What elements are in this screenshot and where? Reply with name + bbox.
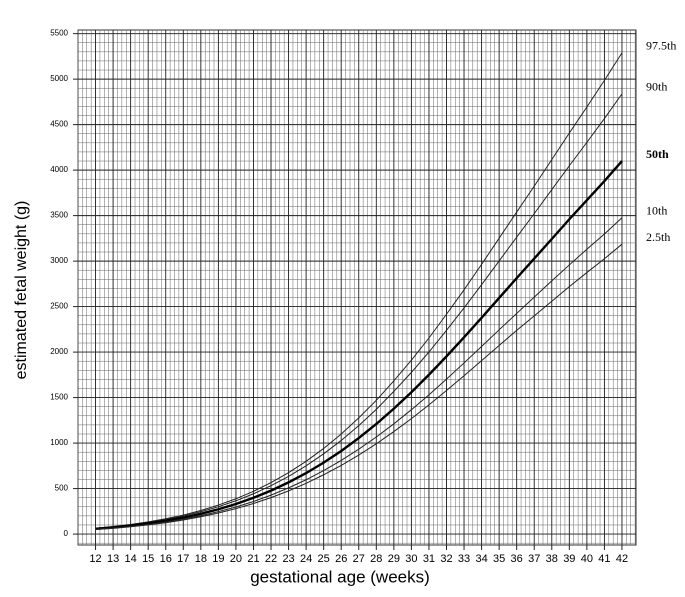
x-axis-title: gestational age (weeks) — [250, 567, 430, 586]
percentile-line — [95, 160, 623, 531]
legend-label: 97.5th — [646, 39, 676, 53]
x-tick-label: 23 — [282, 553, 294, 565]
y-tick-label: 4500 — [50, 120, 68, 129]
percentile-line — [95, 93, 623, 529]
x-tick-label: 25 — [318, 553, 330, 565]
x-tick-label: 40 — [581, 553, 593, 565]
x-tick-label: 15 — [142, 553, 154, 565]
y-tick-label: 0 — [64, 529, 69, 538]
x-tick-label: 20 — [230, 553, 242, 565]
x-tick-label: 30 — [405, 553, 417, 565]
x-tick-label: 27 — [353, 553, 365, 565]
y-tick-label: 1000 — [50, 438, 68, 447]
x-tick-label: 33 — [458, 553, 470, 565]
y-tick-label: 2000 — [50, 347, 68, 356]
x-tick-label: 42 — [616, 553, 628, 565]
x-tick-label: 21 — [247, 553, 259, 565]
x-tick-label: 16 — [160, 553, 172, 565]
legend-label: 90th — [646, 80, 667, 94]
x-tick-label: 14 — [125, 553, 137, 565]
y-axis-title: estimated fetal weight (g) — [13, 201, 30, 380]
percentile-line — [95, 217, 623, 530]
y-tick-label: 5000 — [50, 74, 68, 83]
y-tick-label: 2500 — [50, 302, 68, 311]
x-tick-label: 41 — [598, 553, 610, 565]
x-tick-label: 22 — [265, 553, 277, 565]
legend-label: 2.5th — [646, 230, 670, 244]
x-tick-label: 39 — [563, 553, 575, 565]
y-tick-label: 500 — [55, 484, 69, 493]
x-tick-label: 37 — [528, 553, 540, 565]
y-tick-label: 1500 — [50, 393, 68, 402]
x-tick-label: 29 — [388, 553, 400, 565]
x-tick-label: 28 — [370, 553, 382, 565]
x-tick-label: 18 — [195, 553, 207, 565]
x-tick-label: 36 — [511, 553, 523, 565]
legend-label: 10th — [646, 203, 667, 217]
plot-area — [77, 29, 637, 546]
x-tick-label: 34 — [475, 553, 487, 565]
legend-label: 50th — [646, 147, 669, 161]
x-tick-label: 32 — [440, 553, 452, 565]
x-tick-label: 26 — [335, 553, 347, 565]
x-tick-label: 24 — [300, 553, 312, 565]
y-tick-label: 4000 — [50, 165, 68, 174]
x-tick-label: 31 — [423, 553, 435, 565]
percentile-line — [95, 52, 623, 529]
percentile-line — [95, 243, 623, 531]
y-tick-label: 5500 — [50, 29, 68, 38]
x-tick-label: 38 — [546, 553, 558, 565]
x-tick-label: 12 — [89, 553, 101, 565]
x-tick-label: 35 — [493, 553, 505, 565]
x-tick-label: 17 — [177, 553, 189, 565]
y-tick-label: 3000 — [50, 256, 68, 265]
x-tick-label: 19 — [212, 553, 224, 565]
y-tick-label: 3500 — [50, 211, 68, 220]
x-tick-label: 13 — [107, 553, 119, 565]
